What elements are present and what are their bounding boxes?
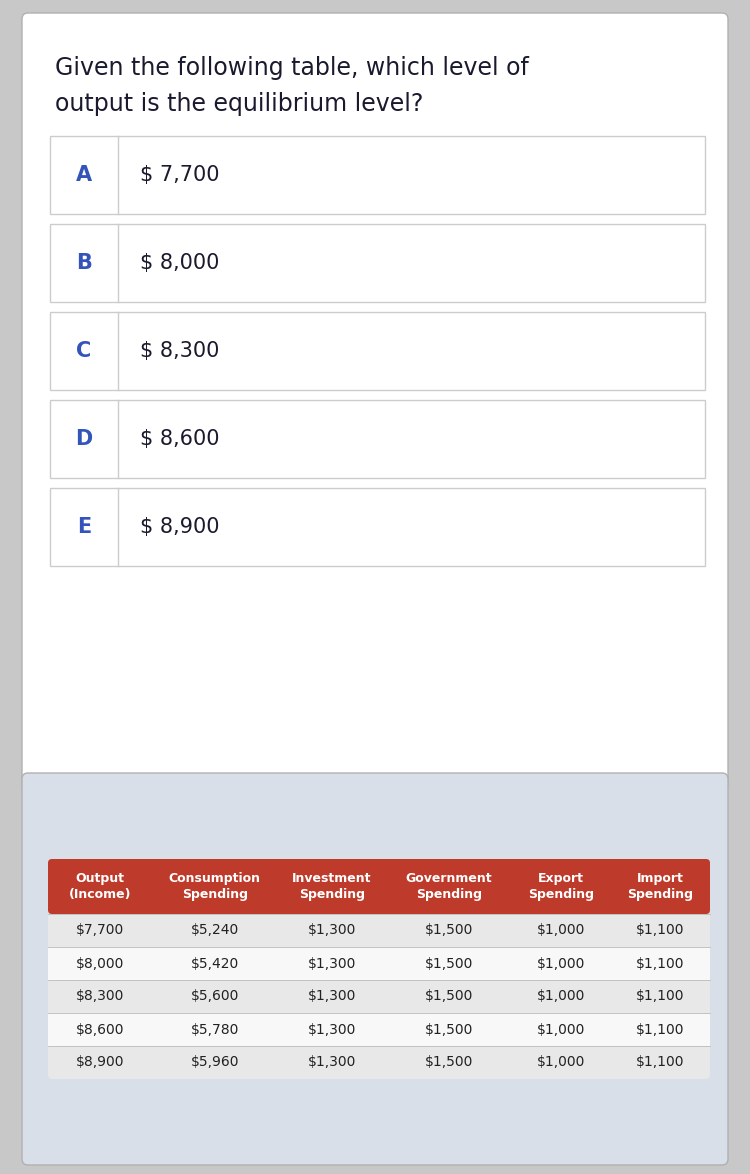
Text: Government
Spending: Government Spending [405, 872, 492, 900]
Text: output is the equilibrium level?: output is the equilibrium level? [55, 92, 423, 116]
Text: $1,500: $1,500 [424, 1023, 472, 1037]
Text: $7,700: $7,700 [76, 924, 125, 938]
Text: $5,240: $5,240 [190, 924, 238, 938]
Text: B: B [76, 254, 92, 274]
Text: $1,100: $1,100 [636, 1023, 685, 1037]
Text: $5,600: $5,600 [190, 990, 239, 1004]
Text: $1,500: $1,500 [424, 957, 472, 971]
Text: $1,000: $1,000 [536, 1023, 585, 1037]
Text: Export
Spending: Export Spending [528, 872, 594, 900]
Text: $1,300: $1,300 [308, 924, 356, 938]
Text: $5,960: $5,960 [190, 1055, 239, 1070]
Text: $1,100: $1,100 [636, 990, 685, 1004]
FancyBboxPatch shape [50, 224, 705, 302]
Text: $8,000: $8,000 [76, 957, 124, 971]
Text: $1,100: $1,100 [636, 957, 685, 971]
Text: $1,000: $1,000 [536, 1055, 585, 1070]
Text: $ 8,300: $ 8,300 [140, 340, 219, 360]
FancyBboxPatch shape [50, 400, 705, 478]
Bar [48, 947, 710, 980]
FancyBboxPatch shape [48, 859, 710, 915]
Text: $1,500: $1,500 [424, 1055, 472, 1070]
Text: $1,300: $1,300 [308, 957, 356, 971]
Text: $1,100: $1,100 [636, 924, 685, 938]
Text: $ 7,700: $ 7,700 [140, 166, 220, 185]
Text: $1,100: $1,100 [636, 1055, 685, 1070]
Text: $ 8,000: $ 8,000 [140, 254, 219, 274]
Text: $1,500: $1,500 [424, 924, 472, 938]
FancyBboxPatch shape [50, 312, 705, 390]
Bar [48, 1046, 710, 1075]
Text: D: D [75, 429, 93, 448]
Bar [48, 1013, 710, 1046]
Text: Output
(Income): Output (Income) [69, 872, 131, 900]
Text: C: C [76, 340, 92, 360]
Text: Import
Spending: Import Spending [627, 872, 693, 900]
FancyBboxPatch shape [48, 1046, 710, 1079]
Text: $8,300: $8,300 [76, 990, 124, 1004]
Text: $ 8,600: $ 8,600 [140, 429, 220, 448]
Bar [48, 980, 710, 1013]
Text: $1,000: $1,000 [536, 990, 585, 1004]
Text: $5,780: $5,780 [190, 1023, 239, 1037]
Text: $1,000: $1,000 [536, 924, 585, 938]
Text: $1,500: $1,500 [424, 990, 472, 1004]
Text: Consumption
Spending: Consumption Spending [169, 872, 261, 900]
Text: A: A [76, 166, 92, 185]
Text: E: E [76, 517, 92, 537]
FancyBboxPatch shape [50, 136, 705, 214]
Text: $1,000: $1,000 [536, 957, 585, 971]
Text: $1,300: $1,300 [308, 1023, 356, 1037]
Text: $1,300: $1,300 [308, 990, 356, 1004]
Text: Investment
Spending: Investment Spending [292, 872, 371, 900]
Bar [48, 915, 710, 947]
FancyBboxPatch shape [22, 13, 728, 790]
Text: $1,300: $1,300 [308, 1055, 356, 1070]
Text: $ 8,900: $ 8,900 [140, 517, 220, 537]
Text: $5,420: $5,420 [190, 957, 238, 971]
Text: $8,600: $8,600 [76, 1023, 124, 1037]
FancyBboxPatch shape [22, 772, 728, 1165]
Text: Given the following table, which level of: Given the following table, which level o… [55, 56, 529, 80]
FancyBboxPatch shape [50, 488, 705, 566]
Text: $8,900: $8,900 [76, 1055, 124, 1070]
